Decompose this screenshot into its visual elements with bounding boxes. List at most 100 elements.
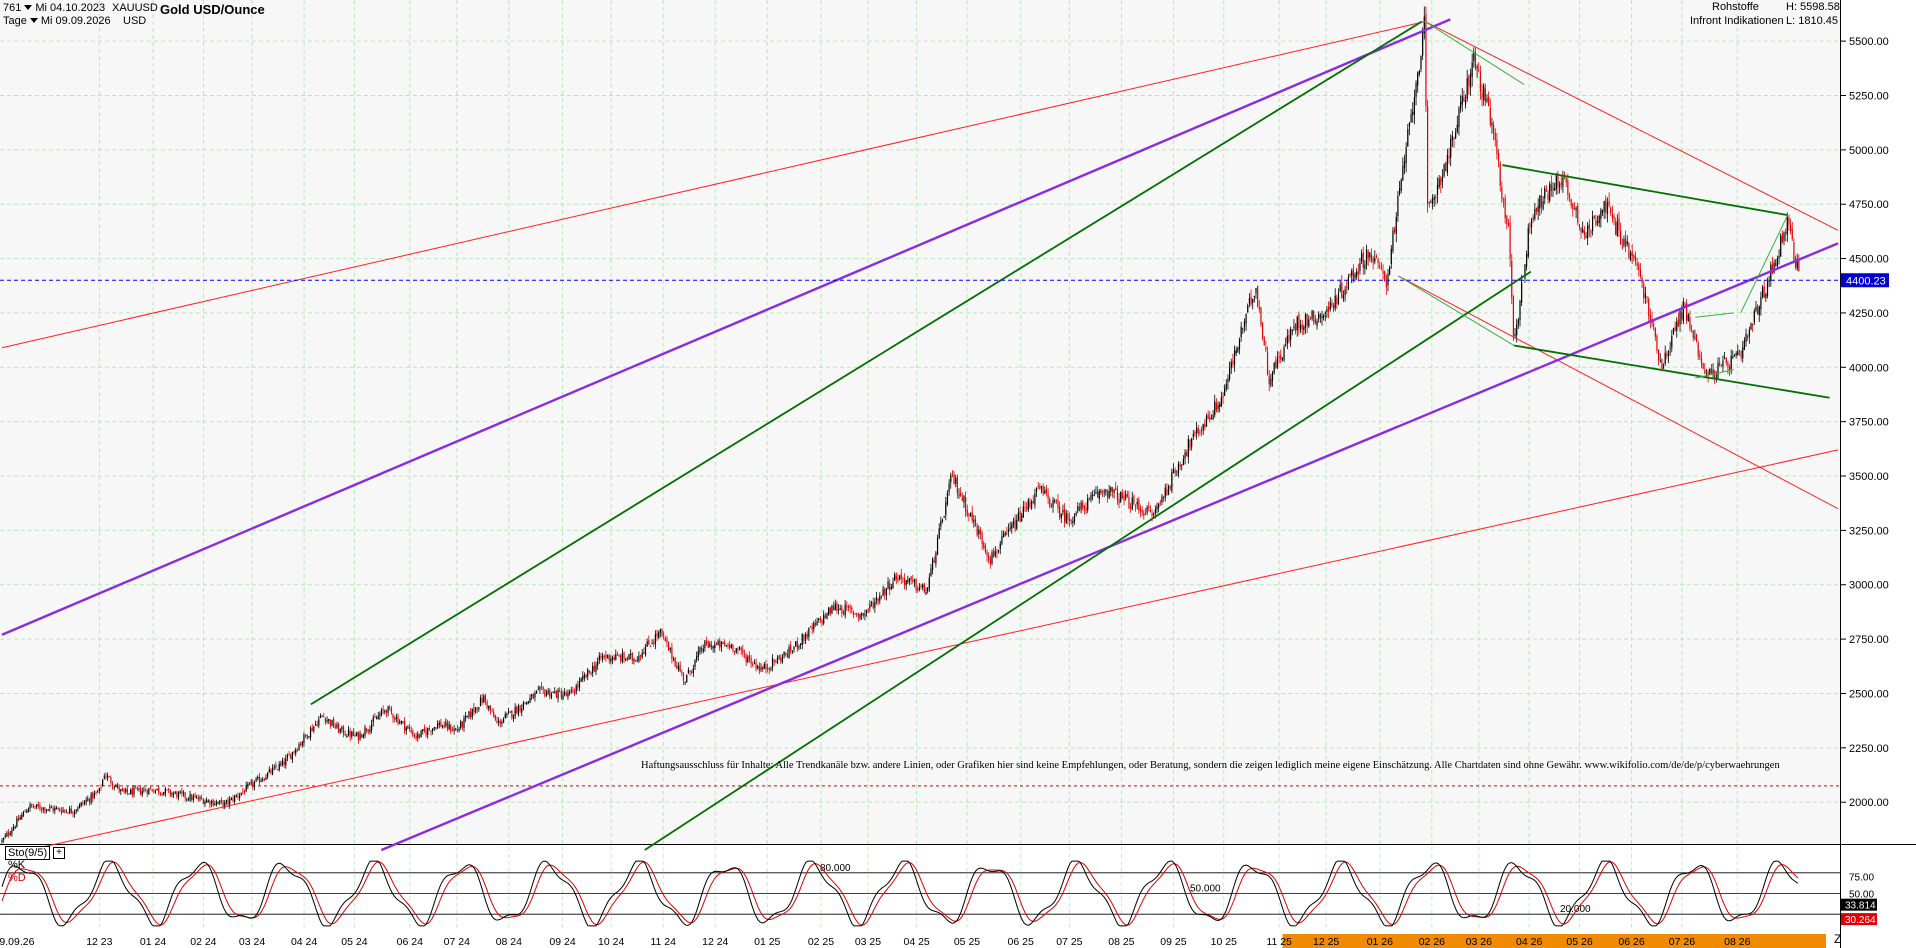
candle-body (463, 717, 465, 728)
candle-body (547, 690, 549, 694)
candle-body (437, 723, 439, 728)
candle-body (702, 648, 704, 652)
candle-body (1565, 178, 1567, 183)
candle-body (410, 730, 412, 733)
candle-body (389, 707, 391, 709)
candle-body (833, 606, 835, 611)
candle-body (1143, 512, 1145, 516)
candle-body (1359, 263, 1361, 271)
chart-title: Gold USD/Ounce (160, 2, 265, 17)
candle-body (582, 675, 584, 680)
candle-body (1174, 470, 1176, 473)
candle-body (181, 791, 183, 794)
candle-body (616, 654, 619, 656)
candle-body (882, 588, 884, 597)
k-value-label: 33.814 (1845, 901, 1876, 912)
x-tick-label: 04 24 (291, 936, 317, 948)
candle-body (666, 639, 668, 643)
candle-body (786, 653, 788, 657)
candle-body (1730, 355, 1732, 369)
candle-body (864, 613, 866, 616)
candle-body (309, 728, 312, 738)
candle-body (1382, 270, 1384, 274)
candle-body (1798, 259, 1800, 272)
candle-body (1281, 357, 1283, 361)
x-tick-label: 10 25 (1211, 936, 1237, 948)
candle-body (1337, 293, 1340, 304)
add-indicator-button[interactable]: + (53, 847, 65, 859)
candle-body (1073, 515, 1076, 522)
candle-body (308, 736, 310, 738)
candle-body (1184, 452, 1186, 459)
period-selector[interactable]: Tage Mi 09.09.2026 (3, 15, 111, 27)
candle-body (1549, 184, 1551, 201)
candle-body (938, 528, 940, 539)
candle-body (879, 595, 881, 601)
candle-body (998, 550, 1000, 552)
candle-body (1761, 287, 1764, 298)
candle-body (133, 788, 135, 795)
candle-body (176, 791, 178, 798)
x-tick-label: 10 24 (598, 936, 624, 948)
candle-body (671, 647, 673, 659)
candle-body (1186, 452, 1188, 456)
candle-body (1783, 232, 1785, 241)
candle-body (1200, 429, 1203, 432)
candle-body (1692, 330, 1694, 338)
candle-body (1179, 463, 1181, 467)
candle-body (620, 655, 622, 662)
candle-body (534, 693, 536, 698)
candle-body (1410, 114, 1412, 123)
candle-body (1331, 302, 1333, 306)
x-tick-label: 01 24 (140, 936, 166, 948)
candle-body (1469, 73, 1472, 88)
candle-body (912, 579, 914, 582)
zoom-button[interactable]: Z (1834, 932, 1842, 946)
candle-body (694, 660, 696, 667)
candle-body (199, 797, 201, 799)
candle-body (1108, 490, 1110, 499)
dropdown-arrow-icon[interactable] (24, 5, 33, 11)
candle-body (735, 648, 737, 653)
candle-body (1034, 493, 1036, 505)
candle-body (507, 711, 510, 713)
candle-body (128, 793, 130, 795)
candle-body (1141, 510, 1143, 513)
candle-body (1247, 305, 1249, 313)
candle-body (1496, 139, 1498, 155)
candle-body (1562, 177, 1564, 187)
indicator-label[interactable]: Sto(9/5) (5, 846, 51, 860)
candle-body (372, 717, 374, 723)
candle-body (265, 777, 267, 780)
candle-body (1669, 348, 1671, 350)
candle-body (295, 749, 297, 754)
candle-body (928, 577, 930, 588)
candle-body (1118, 498, 1120, 504)
candle-body (428, 727, 430, 730)
candle-body (423, 728, 425, 731)
candle-body (1545, 189, 1547, 192)
candle-body (1177, 463, 1180, 474)
candle-body (984, 545, 986, 552)
candle-body (1016, 520, 1018, 529)
candle-body (983, 542, 985, 548)
candle-body (1369, 252, 1371, 258)
candle-body (1649, 314, 1651, 322)
dropdown-arrow-icon[interactable] (29, 18, 38, 24)
candle-body (1501, 187, 1503, 200)
candle-body (1709, 369, 1711, 375)
candle-body (400, 721, 402, 724)
candle-body (67, 812, 69, 814)
candle-body (100, 787, 102, 789)
candle-body (361, 734, 363, 738)
candle-body (1352, 268, 1354, 281)
candle-body (1780, 235, 1782, 257)
candle-body (1116, 489, 1118, 500)
candle-body (1243, 321, 1246, 328)
candle-body (1719, 362, 1721, 365)
candle-body (986, 552, 988, 556)
candle-body (1029, 501, 1031, 508)
candle-body (542, 687, 544, 690)
x-tick-label: 05 24 (341, 936, 367, 948)
